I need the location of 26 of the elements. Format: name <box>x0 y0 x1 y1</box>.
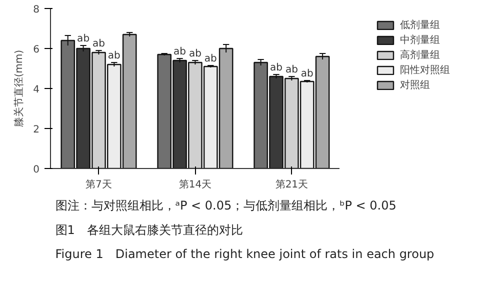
data-label: ab <box>188 48 202 60</box>
data-label: ab <box>270 62 282 74</box>
text: 图1 各组大鼠右膝关节直径的对比 <box>55 222 243 237</box>
legend-label: 阳性对照组 <box>400 64 450 77</box>
y-axis-title: 膝关节直径(mm) <box>13 50 26 128</box>
data-label: ab <box>285 64 298 76</box>
legend-label: 对照组 <box>400 78 430 92</box>
data-label: ab <box>77 34 90 44</box>
x-tick-label: 第21天 <box>275 178 308 190</box>
data-label: ab <box>108 50 120 62</box>
data-label: ab <box>92 38 105 50</box>
legend-label: 低剂量组 <box>400 18 440 32</box>
data-label: ab <box>204 54 217 64</box>
x-tick-label: 第14天 <box>178 178 212 190</box>
x-tick-label: 第7天 <box>86 178 112 190</box>
y-tick-label: 2 <box>33 124 40 136</box>
y-tick-label: 0 <box>33 164 40 176</box>
legend-label: 高剂量组 <box>400 48 440 62</box>
y-tick-label: 4 <box>33 84 40 96</box>
y-tick-label: 8 <box>33 4 40 16</box>
y-tick-label: 6 <box>33 44 40 56</box>
text: 图注：与对照组相比，ᵃP < 0.05；与低剂量组相比，ᵇP < 0.05 <box>55 198 396 213</box>
legend-label: 中剂量组 <box>400 34 440 47</box>
data-label: ab <box>300 68 314 80</box>
data-label: ab <box>174 46 186 58</box>
text: Figure 1 Diameter of the right knee joint of rats in each group <box>55 247 434 262</box>
